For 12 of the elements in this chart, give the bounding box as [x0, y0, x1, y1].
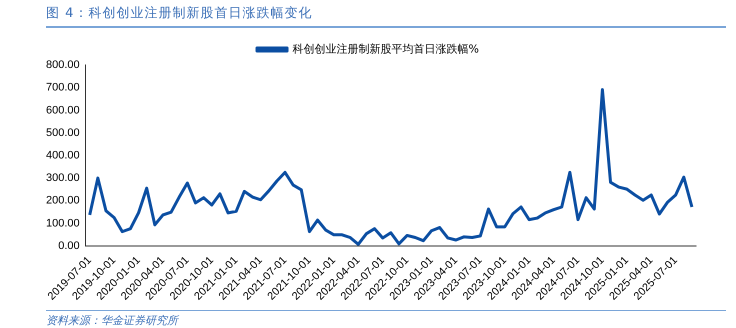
- chart-title: 图 4：科创创业注册制新股首日涨跌幅变化: [46, 4, 726, 28]
- y-tick-label: 300.00: [46, 172, 80, 184]
- text: 资料来源：华金证券研究所: [46, 310, 726, 328]
- y-tick-label: 200.00: [46, 194, 80, 207]
- y-tick-label: 100.00: [46, 217, 80, 230]
- y-tick-label: 0.00: [58, 240, 80, 252]
- y-tick-label: 800.00: [46, 59, 80, 72]
- y-tick-label: 600.00: [46, 104, 80, 116]
- legend-label: 科创创业注册制新股平均首日涨跌幅%: [292, 42, 479, 56]
- y-tick-label: 400.00: [46, 149, 80, 162]
- y-tick-label: 500.00: [46, 126, 80, 139]
- y-tick-label: 700.00: [46, 82, 80, 94]
